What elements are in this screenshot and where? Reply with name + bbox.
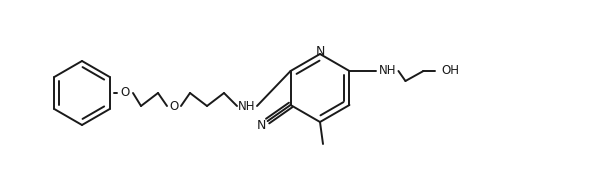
Text: N: N: [257, 119, 267, 132]
Text: O: O: [170, 99, 179, 112]
Text: O: O: [121, 86, 130, 99]
Text: NH: NH: [238, 99, 256, 112]
Text: OH: OH: [441, 64, 460, 77]
Text: N: N: [315, 45, 325, 58]
Text: NH: NH: [379, 64, 396, 77]
